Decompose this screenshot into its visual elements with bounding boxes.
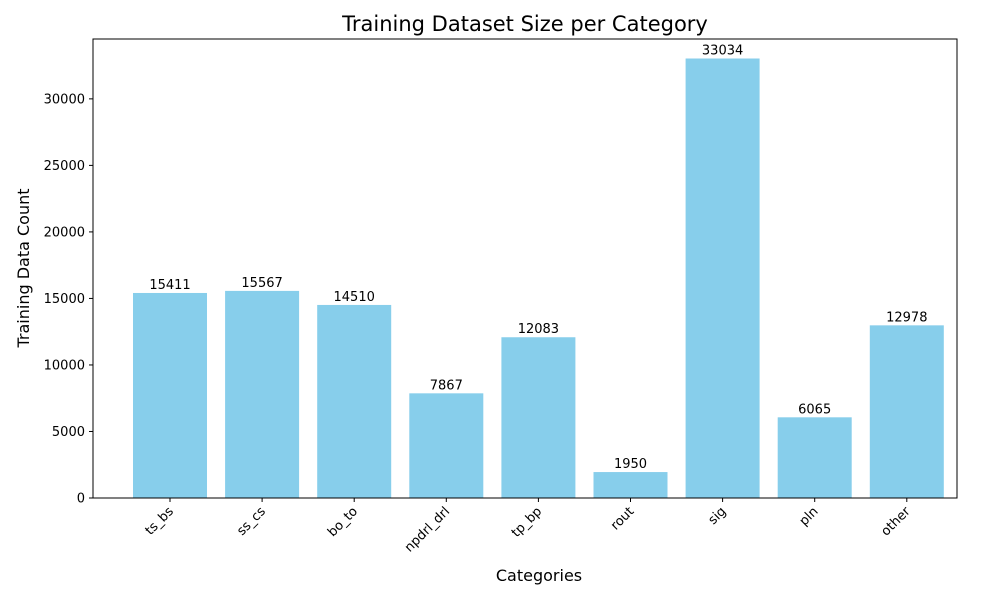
- x-tick-label-ts_bs: ts_bs: [143, 504, 177, 538]
- y-tick-label-30000: 30000: [44, 92, 85, 107]
- y-tick-label-10000: 10000: [44, 358, 85, 373]
- x-tick-label-rout: rout: [608, 504, 637, 533]
- bar-sig: [685, 58, 760, 498]
- y-tick-label-25000: 25000: [44, 159, 85, 174]
- y-tick-label-15000: 15000: [44, 292, 85, 307]
- y-tick-label-0: 0: [77, 492, 85, 507]
- x-axis-label: Categories: [496, 566, 582, 585]
- data-label-ts_bs: 15411: [149, 278, 190, 293]
- bar-tp_bp: [501, 337, 576, 498]
- bar-ts_bs: [133, 292, 207, 498]
- bar-ss_cs: [225, 290, 300, 498]
- x-tick-label-sig: sig: [706, 504, 730, 528]
- chart-title: Training Dataset Size per Category: [341, 12, 708, 36]
- data-label-npdrl_drl: 7867: [430, 378, 463, 393]
- x-tick-label-tp_bp: tp_bp: [509, 504, 545, 540]
- bar-pln: [777, 417, 852, 498]
- x-tick-label-npdrl_drl: npdrl_drl: [402, 504, 453, 555]
- plot-area: 15411 ts_bs 15567 ss_cs 14510 bo_to 7867 npdrl_…: [44, 38, 958, 555]
- y-tick-label-5000: 5000: [52, 425, 85, 440]
- x-tick-label-other: other: [879, 504, 915, 540]
- bar-rout: [593, 472, 668, 498]
- data-label-pln: 6065: [798, 402, 831, 417]
- data-label-tp_bp: 12083: [518, 322, 559, 337]
- y-axis-label: Training Data Count: [14, 188, 33, 348]
- bar-other: [869, 325, 944, 498]
- data-label-ss_cs: 15567: [241, 276, 282, 291]
- plot-frame: [92, 38, 958, 499]
- data-label-sig: 33034: [702, 44, 743, 59]
- y-tick-label-20000: 20000: [44, 225, 85, 240]
- data-label-other: 12978: [886, 310, 927, 325]
- bar-npdrl_drl: [409, 393, 484, 498]
- bar-bo_to: [317, 304, 392, 498]
- data-label-bo_to: 14510: [334, 290, 375, 305]
- x-tick-label-ss_cs: ss_cs: [234, 504, 269, 539]
- x-tick-label-pln: pln: [797, 504, 822, 529]
- data-label-rout: 1950: [614, 457, 647, 472]
- x-tick-label-bo_to: bo_to: [325, 504, 361, 540]
